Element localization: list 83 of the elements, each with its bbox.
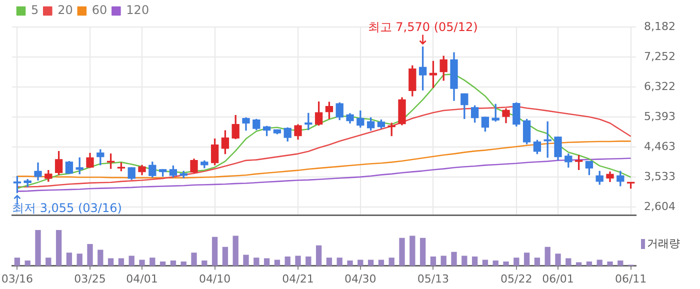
bar	[128, 256, 134, 266]
x-tick-label: 06/01	[542, 272, 574, 286]
x-tick-label: 03/16	[1, 272, 34, 286]
bar	[596, 260, 602, 266]
bar	[586, 262, 592, 266]
bar	[264, 258, 270, 266]
bar	[222, 246, 228, 266]
bar	[284, 256, 290, 266]
bar	[607, 262, 613, 266]
annotation: 최고 7,570 (05/12)	[368, 20, 478, 34]
x-tick-label: 04/30	[344, 272, 376, 286]
legend-label: 거래량	[647, 236, 680, 251]
bar	[24, 260, 30, 266]
bar	[440, 256, 446, 266]
x-tick-label: 04/21	[282, 272, 314, 286]
y-tick-label: 3,533	[644, 170, 676, 184]
bar	[462, 256, 468, 266]
bar	[274, 260, 280, 266]
bar	[202, 260, 208, 266]
bar	[430, 256, 436, 266]
bar	[399, 238, 405, 266]
bar	[160, 262, 166, 266]
bar	[76, 254, 82, 266]
bar	[576, 262, 582, 266]
bar	[243, 254, 249, 266]
bar	[451, 252, 457, 266]
bar	[534, 258, 540, 266]
bar	[503, 262, 509, 266]
bar	[410, 236, 416, 266]
x-tick-label: 05/22	[500, 272, 532, 286]
bar	[254, 258, 260, 266]
x-tick-label: 04/10	[198, 272, 231, 286]
bar	[492, 260, 498, 266]
bar	[378, 260, 384, 266]
bar	[566, 258, 572, 266]
bar	[388, 258, 394, 266]
bar	[87, 244, 93, 266]
bar	[368, 260, 374, 266]
bar	[420, 238, 426, 266]
legend-label: 5	[31, 3, 39, 18]
x-tick-label: 05/13	[417, 272, 450, 286]
bar	[295, 256, 301, 266]
bar	[180, 262, 186, 266]
bar	[191, 252, 197, 266]
y-tick-label: 6,322	[644, 80, 676, 93]
bar	[326, 258, 332, 266]
x-tick-label: 04/01	[126, 272, 158, 286]
bar	[316, 245, 322, 266]
bar	[35, 230, 41, 266]
x-tick-label: 03/25	[74, 272, 106, 286]
bar	[555, 254, 561, 266]
y-tick-label: 7,252	[644, 50, 676, 63]
legend-label: 120	[126, 3, 150, 18]
bar	[306, 256, 312, 266]
bar	[544, 246, 550, 266]
y-tick-label: 8,182	[644, 20, 676, 33]
bar	[482, 260, 488, 266]
bar	[150, 258, 156, 266]
bar	[98, 250, 104, 266]
x-tick-label: 06/11	[614, 272, 647, 286]
bar	[108, 258, 114, 266]
bar	[232, 236, 238, 266]
bar	[524, 252, 530, 266]
bar	[66, 252, 72, 266]
bar	[46, 258, 52, 266]
bar	[212, 236, 218, 266]
bar	[118, 258, 124, 266]
bar	[336, 258, 342, 266]
bar	[56, 230, 62, 266]
legend-label: 60	[92, 3, 108, 18]
bar	[347, 260, 353, 266]
legend-label: 20	[58, 3, 73, 18]
y-tick-label: 2,604	[644, 200, 676, 214]
bar	[139, 260, 145, 266]
bar	[618, 260, 624, 266]
bar	[14, 258, 20, 266]
bar	[514, 258, 520, 266]
annotation: 최저 3,055 (03/16)	[12, 200, 122, 215]
bar	[472, 256, 478, 266]
bar	[170, 260, 176, 266]
y-tick-label: 4,463	[644, 140, 676, 153]
bar	[358, 260, 364, 266]
y-tick-label: 5,393	[644, 110, 676, 123]
